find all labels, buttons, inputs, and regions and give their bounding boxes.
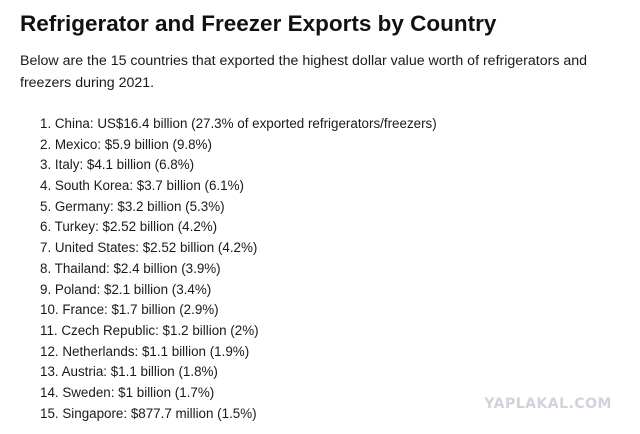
list-item: 15. Singapore: $877.7 million (1.5%) xyxy=(40,405,257,421)
list-item: 13. Austria: $1.1 billion (1.8%) xyxy=(40,364,218,380)
list-item: 4. South Korea: $3.7 billion (6.1%) xyxy=(40,178,244,194)
list-item: 9. Poland: $2.1 billion (3.4%) xyxy=(40,281,212,297)
list-item: 3. Italy: $4.1 billion (6.8%) xyxy=(40,157,195,173)
page-title: Refrigerator and Freezer Exports by Coun… xyxy=(20,11,497,36)
list-item: 1. China: US$16.4 billion (27.3% of expo… xyxy=(40,116,437,131)
list-item: 6. Turkey: $2.52 billion (4.2%) xyxy=(40,219,218,235)
watermark-logo: YAPLAKAL.COM xyxy=(484,396,612,412)
country-export-list: 1. China: US$16.4 billion (27.3% of expo… xyxy=(40,114,437,424)
list-item: 5. Germany: $3.2 billion (5.3%) xyxy=(40,198,225,214)
intro-paragraph: Below are the 15 countries that exported… xyxy=(20,53,588,91)
list-item: 14. Sweden: $1 billion (1.7%) xyxy=(40,384,215,400)
list-item: 7. United States: $2.52 billion (4.2%) xyxy=(40,240,258,256)
list-item: 12. Netherlands: $1.1 billion (1.9%) xyxy=(40,343,250,359)
list-item: 10. France: $1.7 billion (2.9%) xyxy=(40,302,219,318)
list-item: 11. Czech Republic: $1.2 billion (2%) xyxy=(40,322,259,338)
list-item: 8. Thailand: $2.4 billion (3.9%) xyxy=(40,260,221,276)
list-item: 2. Mexico: $5.9 billion (9.8%) xyxy=(40,136,212,152)
